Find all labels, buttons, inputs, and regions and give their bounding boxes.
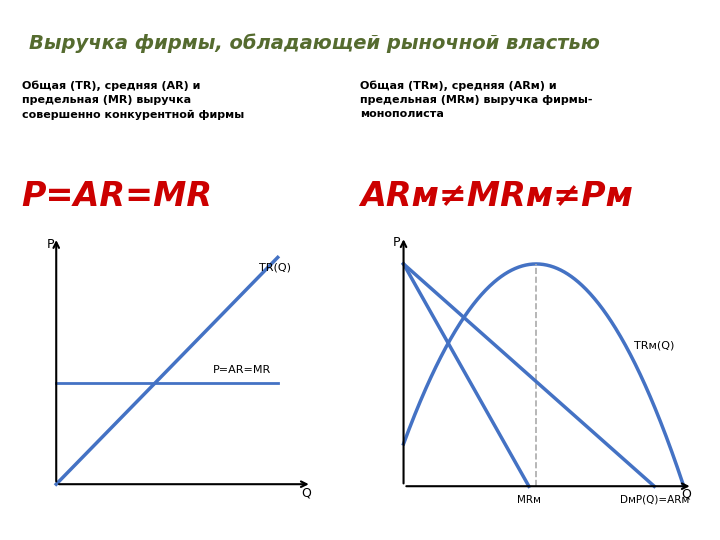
Text: P=AR=MR: P=AR=MR — [22, 180, 212, 213]
Text: P=AR=MR: P=AR=MR — [212, 366, 271, 375]
Text: P: P — [393, 237, 401, 249]
Text: Q: Q — [302, 487, 311, 500]
Text: Q: Q — [682, 488, 691, 501]
Text: Общая (TRм), средняя (ARм) и
предельная (MRм) выручка фирмы-
монополиста: Общая (TRм), средняя (ARм) и предельная … — [360, 81, 593, 119]
Text: P: P — [47, 238, 55, 251]
Text: Общая (TR), средняя (AR) и
предельная (MR) выручка
совершенно конкурентной фирмы: Общая (TR), средняя (AR) и предельная (M… — [22, 81, 244, 120]
Text: DмP(Q)=ARм: DмP(Q)=ARм — [619, 495, 689, 505]
Text: TR(Q): TR(Q) — [259, 262, 292, 272]
Text: Выручка фирмы, обладающей рыночной властью: Выручка фирмы, обладающей рыночной власт… — [29, 33, 600, 53]
Text: ARм≠MRм≠Рм: ARм≠MRм≠Рм — [360, 180, 633, 213]
Text: TRм(Q): TRм(Q) — [634, 341, 674, 350]
Text: MRм: MRм — [517, 495, 541, 505]
